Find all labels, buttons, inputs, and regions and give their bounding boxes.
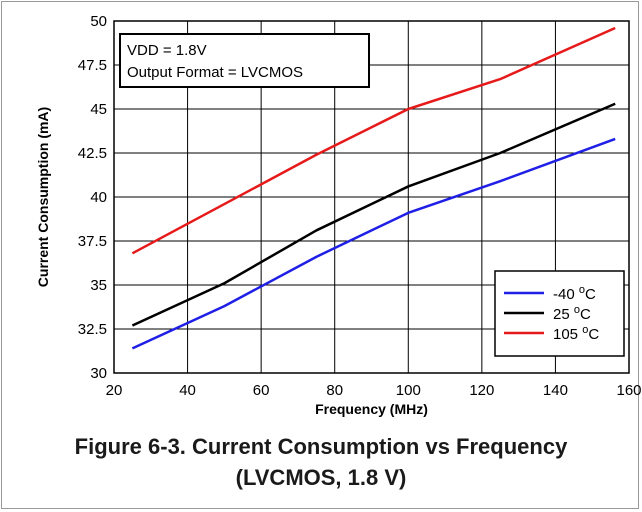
y-tick-label: 35 [90,277,107,294]
x-tick-label: 40 [179,382,196,399]
annotation-box: VDD = 1.8V Output Format = LVCMOS [119,33,370,88]
y-tick-label: 42.5 [78,145,107,162]
y-axis-label: Current Consumption (mA) [35,107,51,287]
y-tick-label: 32.5 [78,321,107,338]
y-tick-label: 30 [90,365,107,382]
series-line [131,26,616,255]
x-tick-label: 60 [253,382,270,399]
x-tick-labels: 20 40 60 80 100 120 140 160 [106,382,642,399]
figure-caption-title: Figure 6-3. Current Consumption vs Frequ… [74,434,568,459]
series-line [131,102,616,327]
x-tick-label: 160 [616,382,641,399]
line-chart: 30 32.5 35 37.5 40 42.5 45 47.5 50 20 40 60 80 100 12… [35,13,642,417]
annotation-line-vdd: VDD = 1.8V [127,42,207,59]
y-tick-label: 50 [90,13,107,30]
legend-label: 25 oC [553,304,591,323]
legend-label: 105 oC [553,324,599,343]
plot-area-border [113,20,630,374]
series-line [131,137,616,350]
legend-label: -40 oC [553,284,596,303]
x-tick-label: 120 [469,382,494,399]
y-tick-label: 40 [90,189,107,206]
annotation-line-format: Output Format = LVCMOS [127,64,303,81]
x-axis-label: Frequency (MHz) [315,401,428,417]
figure-caption-subtitle: (LVCMOS, 1.8 V) [235,465,407,490]
y-tick-label: 47.5 [78,57,107,74]
y-tick-label: 37.5 [78,233,107,250]
x-tick-label: 80 [326,382,343,399]
x-tick-label: 140 [543,382,568,399]
x-tick-label: 100 [396,382,421,399]
x-tick-label: 20 [106,382,123,399]
series-lines [131,26,616,350]
y-tick-labels: 30 32.5 35 37.5 40 42.5 45 47.5 50 [78,13,107,382]
y-tick-label: 45 [90,101,107,118]
annotation-border [119,33,370,88]
